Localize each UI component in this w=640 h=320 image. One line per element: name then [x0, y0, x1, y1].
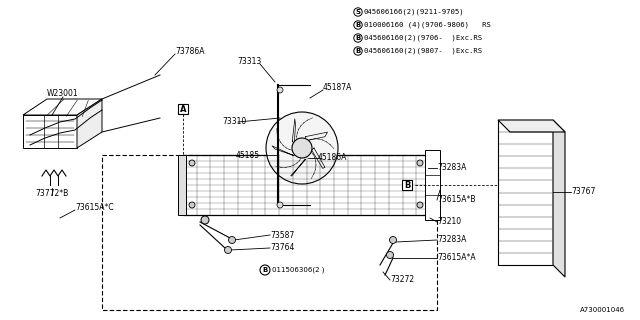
- Circle shape: [228, 236, 236, 244]
- Text: A: A: [180, 105, 186, 114]
- Text: 73764: 73764: [270, 244, 294, 252]
- Text: 45187A: 45187A: [323, 84, 353, 92]
- Text: 73767: 73767: [571, 188, 595, 196]
- Text: W23001: W23001: [47, 89, 79, 98]
- Circle shape: [354, 34, 362, 42]
- Circle shape: [260, 265, 270, 275]
- Text: 73310: 73310: [222, 117, 246, 126]
- Text: 045606160(2)(9807-  )Exc.RS: 045606160(2)(9807- )Exc.RS: [364, 48, 482, 54]
- Circle shape: [266, 112, 338, 184]
- Circle shape: [354, 8, 362, 16]
- Bar: [178, 155, 186, 215]
- Bar: [102, 155, 437, 310]
- Text: 73615A*B: 73615A*B: [437, 196, 476, 204]
- Circle shape: [417, 202, 423, 208]
- Text: 73587: 73587: [270, 230, 294, 239]
- Polygon shape: [183, 155, 430, 215]
- Text: B: B: [404, 180, 410, 189]
- Text: 73283A: 73283A: [437, 164, 467, 172]
- Text: B: B: [355, 48, 360, 54]
- Circle shape: [387, 252, 394, 259]
- Text: 45186A: 45186A: [318, 154, 348, 163]
- Text: 045606160(2)(9706-  )Exc.RS: 045606160(2)(9706- )Exc.RS: [364, 35, 482, 41]
- Circle shape: [201, 216, 209, 224]
- Circle shape: [292, 138, 312, 158]
- Text: 73272: 73272: [390, 276, 414, 284]
- Circle shape: [417, 160, 423, 166]
- Circle shape: [354, 21, 362, 29]
- Text: B: B: [355, 22, 360, 28]
- Polygon shape: [498, 120, 565, 132]
- Bar: [425, 150, 440, 220]
- Text: 73615A*A: 73615A*A: [437, 253, 476, 262]
- Circle shape: [189, 160, 195, 166]
- Polygon shape: [23, 115, 77, 148]
- Text: 010006160 (4)(9706-9806)   RS: 010006160 (4)(9706-9806) RS: [364, 22, 491, 28]
- Text: S: S: [355, 9, 360, 15]
- Polygon shape: [77, 99, 102, 148]
- Circle shape: [354, 47, 362, 55]
- Circle shape: [277, 87, 283, 93]
- Circle shape: [277, 202, 283, 208]
- Circle shape: [390, 236, 397, 244]
- Circle shape: [189, 202, 195, 208]
- Polygon shape: [553, 120, 565, 277]
- Text: B: B: [355, 35, 360, 41]
- Polygon shape: [23, 99, 102, 115]
- Text: 45185: 45185: [236, 150, 260, 159]
- Text: B: B: [262, 267, 268, 273]
- Text: 73210: 73210: [437, 218, 461, 227]
- Circle shape: [225, 246, 232, 253]
- Text: 73313: 73313: [237, 58, 261, 67]
- Bar: [178, 104, 188, 114]
- Text: 73772*B: 73772*B: [35, 188, 68, 197]
- Text: 011506306(2 ): 011506306(2 ): [272, 267, 324, 273]
- Bar: [402, 180, 412, 190]
- Text: A730001046: A730001046: [580, 307, 625, 313]
- Text: 73283A: 73283A: [437, 236, 467, 244]
- Text: 045606166(2)(9211-9705): 045606166(2)(9211-9705): [364, 9, 465, 15]
- Text: 73786A: 73786A: [175, 47, 205, 57]
- Text: 73615A*C: 73615A*C: [75, 204, 114, 212]
- Bar: [498, 120, 553, 265]
